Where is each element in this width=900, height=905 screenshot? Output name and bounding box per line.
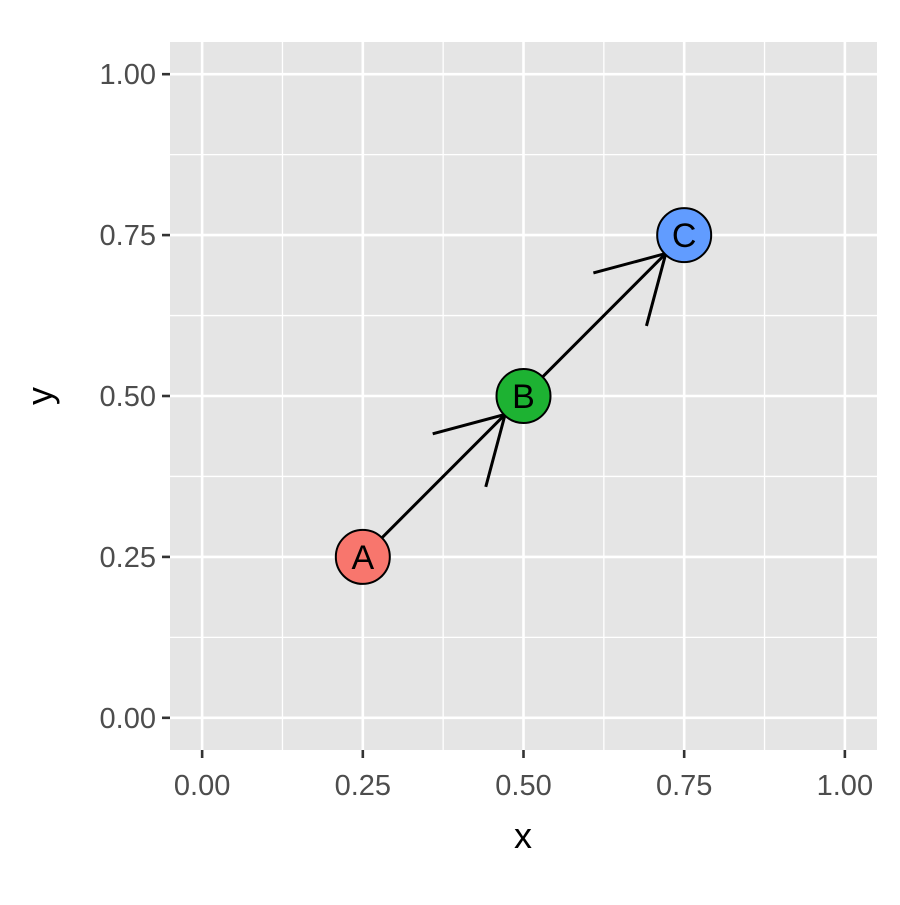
edge-line-A-B [380, 413, 507, 539]
node-C [656, 207, 713, 264]
x-tick-label: 0.50 [495, 770, 551, 802]
y-tick-label: 0.75 [100, 220, 156, 252]
x-tick-label: 0.00 [174, 770, 230, 802]
y-tick-label: 0.25 [100, 542, 156, 574]
x-tick-label: 0.25 [335, 770, 391, 802]
y-tick-label: 1.00 [100, 59, 156, 91]
node-label-B: B [512, 378, 535, 416]
node-A [334, 528, 391, 585]
x-axis-label: x [514, 815, 532, 856]
x-tick-label: 0.75 [656, 770, 712, 802]
x-tick-label: 1.00 [817, 770, 873, 802]
y-tick-label: 0.00 [100, 703, 156, 735]
y-axis-label: y [19, 387, 60, 405]
nodes: A B C [334, 207, 713, 585]
node-label-C: C [672, 217, 697, 255]
y-tick-label: 0.50 [100, 381, 156, 413]
edge-line-B-C [541, 252, 667, 378]
axes: 0.00 0.25 0.50 0.75 1.00 0.00 0.25 0.50 0.75 1.00 [100, 59, 874, 802]
node-B [495, 368, 552, 424]
node-label-A: A [351, 539, 374, 577]
